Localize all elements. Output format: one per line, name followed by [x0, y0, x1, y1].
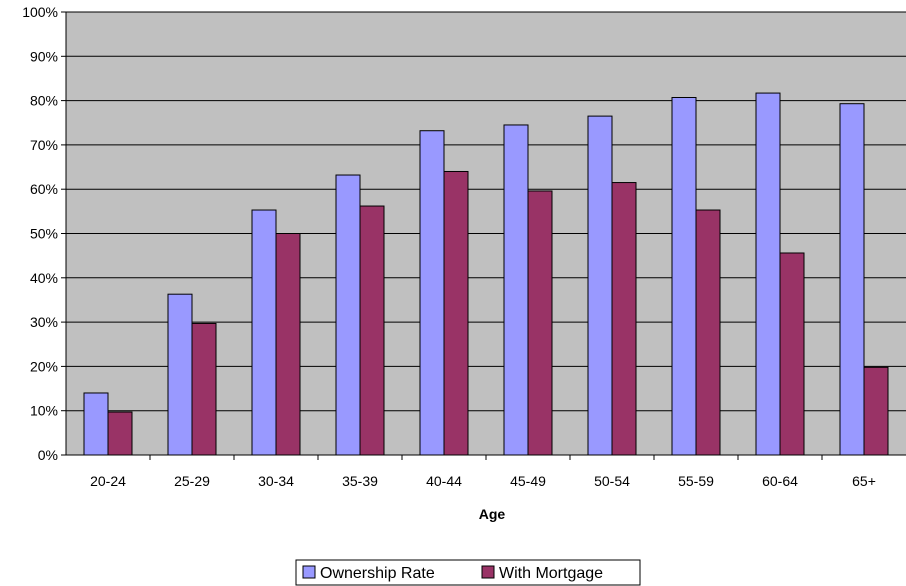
y-tick-label: 30%	[30, 314, 58, 330]
legend-swatch-ownership	[302, 565, 316, 579]
legend-swatch-mortgage	[481, 565, 495, 579]
bar-ownership	[419, 130, 445, 456]
y-tick-label: 60%	[30, 181, 58, 197]
legend-label-ownership: Ownership Rate	[320, 565, 435, 582]
y-axis-ticks: 0% 10% 20% 30% 40% 50% 60% 70% 80% 90% 100%	[22, 4, 66, 463]
y-tick-label: 20%	[30, 358, 58, 374]
bar-ownership	[755, 92, 781, 456]
bar-ownership	[167, 293, 193, 456]
bar-mortgage	[527, 190, 553, 456]
x-tick-label: 55-59	[678, 473, 714, 489]
legend-box	[295, 559, 641, 586]
bar-mortgage	[191, 322, 217, 456]
x-tick-label: 50-54	[594, 473, 630, 489]
y-tick-label: 50%	[30, 226, 58, 242]
bars	[83, 92, 889, 456]
bar-ownership	[587, 115, 613, 456]
bar-ownership	[839, 103, 865, 456]
x-tick-label: 60-64	[762, 473, 798, 489]
bar-ownership	[335, 174, 361, 456]
bar-mortgage	[443, 170, 469, 456]
x-axis-ticks: 20-24 25-29 30-34 35-39 40-44 45-49 50-54 55-59…	[90, 455, 876, 489]
y-tick-label: 0%	[38, 447, 58, 463]
y-tick-label: 100%	[22, 4, 58, 20]
bar-ownership	[503, 124, 529, 456]
bar-mortgage	[275, 233, 301, 456]
bar-mortgage	[695, 209, 721, 456]
x-axis-title: Age	[479, 506, 506, 522]
bar-mortgage	[359, 205, 385, 456]
bar-mortgage	[107, 411, 133, 456]
bar-mortgage	[611, 182, 637, 456]
legend: Ownership Rate With Mortgage	[295, 559, 641, 586]
bar-mortgage	[863, 366, 889, 456]
x-tick-label: 30-34	[258, 473, 294, 489]
x-tick-label: 40-44	[426, 473, 462, 489]
bar-ownership	[671, 96, 697, 456]
y-tick-label: 70%	[30, 137, 58, 153]
y-tick-label: 40%	[30, 270, 58, 286]
x-tick-label: 35-39	[342, 473, 378, 489]
y-tick-label: 80%	[30, 93, 58, 109]
legend-label-mortgage: With Mortgage	[499, 565, 603, 582]
x-tick-label: 20-24	[90, 473, 126, 489]
x-tick-label: 25-29	[174, 473, 210, 489]
bar-ownership	[83, 392, 109, 456]
y-tick-label: 10%	[30, 403, 58, 419]
x-tick-label: 45-49	[510, 473, 546, 489]
y-tick-label: 90%	[30, 48, 58, 64]
x-tick-label: 65+	[852, 473, 876, 489]
bar-ownership	[251, 209, 277, 456]
bar-mortgage	[779, 252, 805, 456]
